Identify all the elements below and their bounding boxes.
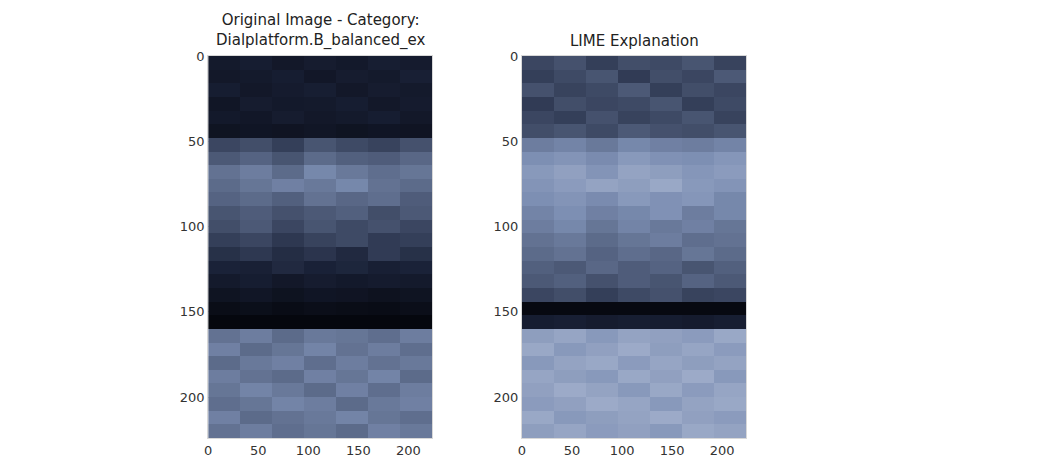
svg-text:200: 200	[494, 390, 519, 405]
svg-text:50: 50	[502, 134, 519, 149]
svg-text:100: 100	[610, 443, 635, 458]
svg-text:LIME Explanation: LIME Explanation	[570, 32, 699, 50]
svg-text:100: 100	[180, 219, 205, 234]
svg-text:150: 150	[346, 443, 371, 458]
svg-text:100: 100	[494, 219, 519, 234]
svg-text:50: 50	[188, 134, 205, 149]
svg-text:0: 0	[518, 443, 526, 458]
svg-text:50: 50	[564, 443, 581, 458]
svg-text:50: 50	[250, 443, 267, 458]
svg-text:200: 200	[180, 390, 205, 405]
svg-text:150: 150	[180, 304, 205, 319]
svg-text:0: 0	[204, 443, 212, 458]
svg-text:200: 200	[396, 443, 421, 458]
svg-text:150: 150	[494, 304, 519, 319]
svg-text:0: 0	[510, 49, 518, 64]
svg-text:0: 0	[196, 49, 204, 64]
svg-text:200: 200	[710, 443, 735, 458]
svg-text:150: 150	[660, 443, 685, 458]
svg-text:Original Image - Category:Dial: Original Image - Category:Dialplatform.B…	[216, 11, 425, 50]
svg-text:100: 100	[296, 443, 321, 458]
